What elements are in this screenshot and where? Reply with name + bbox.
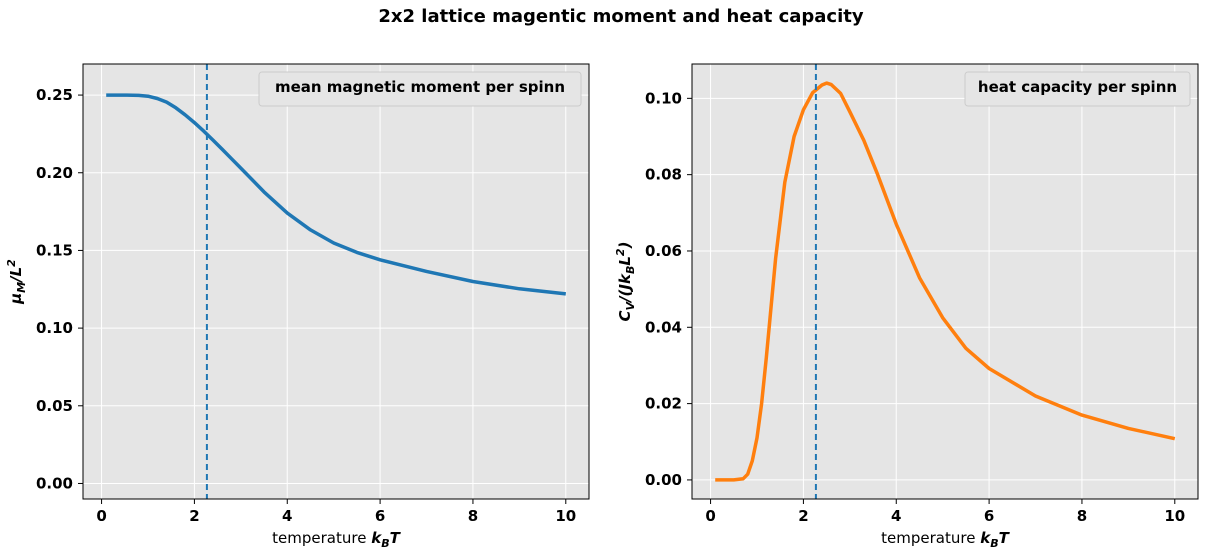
- y-tick-label: 0.08: [645, 166, 682, 184]
- y-tick-label: 0.04: [645, 318, 682, 336]
- series-line: [715, 81, 1176, 482]
- x-axis-label: temperature kBT: [881, 529, 1010, 550]
- x-tick-label: 6: [375, 507, 385, 525]
- plot-area: [692, 64, 1198, 499]
- plot-frame: [82, 63, 590, 500]
- plot-area: [83, 64, 589, 499]
- x-tick-label: 8: [1077, 507, 1087, 525]
- y-tick-label: 0.02: [645, 395, 682, 413]
- panel-heat-capacity: 0 2 4 6 8 10 0.00 0.02 0.04 0.06 0.08 0.10 heat capa…: [614, 63, 1199, 550]
- y-tick-label: 0.00: [36, 474, 73, 492]
- plot-frame: [691, 63, 1199, 500]
- x-tick-label: 10: [1164, 507, 1185, 525]
- x-tick-label: 2: [798, 507, 808, 525]
- legend-box: [964, 71, 1191, 107]
- y-tick-label: 0.20: [36, 164, 73, 182]
- x-tick-label: 0: [96, 507, 106, 525]
- x-tick-label: 2: [189, 507, 199, 525]
- x-tick-label: 6: [984, 507, 994, 525]
- figure-title: 2x2 lattice magentic moment and heat cap…: [378, 6, 864, 27]
- x-axis-label: temperature kBT: [272, 529, 401, 550]
- y-tick-label: 0.10: [36, 319, 73, 337]
- y-tick-label: 0.06: [645, 242, 682, 260]
- panel-magnetic-moment: 0 2 4 6 8 10 0.00 0.05 0.10 0.15 0.20 0.25 mean magn…: [5, 63, 590, 550]
- y-tick-label: 0.10: [645, 89, 682, 107]
- x-tick-label: 10: [555, 507, 576, 525]
- y-tick-label: 0.25: [36, 86, 73, 104]
- y-tick-label: 0.00: [645, 471, 682, 489]
- x-tick-label: 0: [705, 507, 715, 525]
- x-tick-label: 8: [468, 507, 478, 525]
- legend-entry: mean magnetic moment per spinn: [275, 78, 565, 96]
- legend-box: [258, 71, 582, 107]
- legend-entry: heat capacity per spinn: [978, 78, 1177, 96]
- y-tick-label: 0.05: [36, 397, 73, 415]
- y-axis-label: μM/L2: [5, 259, 28, 305]
- y-tick-label: 0.15: [36, 241, 73, 259]
- x-tick-label: 4: [891, 507, 901, 525]
- series-line: [106, 93, 566, 296]
- y-axis-label: CV/(JkBL2): [614, 242, 637, 322]
- x-tick-label: 4: [282, 507, 292, 525]
